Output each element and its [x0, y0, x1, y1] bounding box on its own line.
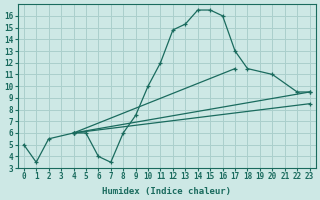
- X-axis label: Humidex (Indice chaleur): Humidex (Indice chaleur): [102, 187, 231, 196]
